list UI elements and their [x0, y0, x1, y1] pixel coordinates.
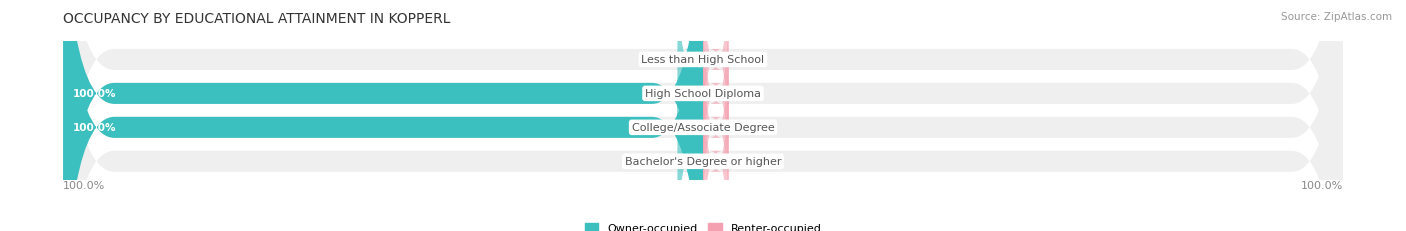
Text: 0.0%: 0.0% [735, 55, 761, 65]
Text: 100.0%: 100.0% [63, 180, 105, 190]
Text: 0.0%: 0.0% [735, 157, 761, 167]
FancyBboxPatch shape [703, 71, 728, 231]
Text: College/Associate Degree: College/Associate Degree [631, 123, 775, 133]
FancyBboxPatch shape [678, 71, 703, 231]
Text: 0.0%: 0.0% [735, 123, 761, 133]
FancyBboxPatch shape [63, 0, 1343, 231]
Text: Less than High School: Less than High School [641, 55, 765, 65]
Text: 0.0%: 0.0% [645, 157, 671, 167]
Text: 100.0%: 100.0% [73, 123, 117, 133]
Text: High School Diploma: High School Diploma [645, 89, 761, 99]
FancyBboxPatch shape [63, 0, 1343, 231]
Legend: Owner-occupied, Renter-occupied: Owner-occupied, Renter-occupied [585, 223, 821, 231]
FancyBboxPatch shape [63, 0, 703, 231]
FancyBboxPatch shape [63, 0, 1343, 231]
FancyBboxPatch shape [63, 0, 1343, 231]
Text: 100.0%: 100.0% [1301, 180, 1343, 190]
FancyBboxPatch shape [63, 0, 703, 231]
Text: Bachelor's Degree or higher: Bachelor's Degree or higher [624, 157, 782, 167]
FancyBboxPatch shape [678, 0, 703, 151]
Text: 0.0%: 0.0% [735, 89, 761, 99]
Text: 0.0%: 0.0% [645, 55, 671, 65]
FancyBboxPatch shape [703, 37, 728, 219]
Text: Source: ZipAtlas.com: Source: ZipAtlas.com [1281, 12, 1392, 21]
FancyBboxPatch shape [703, 3, 728, 185]
Text: OCCUPANCY BY EDUCATIONAL ATTAINMENT IN KOPPERL: OCCUPANCY BY EDUCATIONAL ATTAINMENT IN K… [63, 12, 451, 25]
FancyBboxPatch shape [703, 0, 728, 151]
Text: 100.0%: 100.0% [73, 89, 117, 99]
